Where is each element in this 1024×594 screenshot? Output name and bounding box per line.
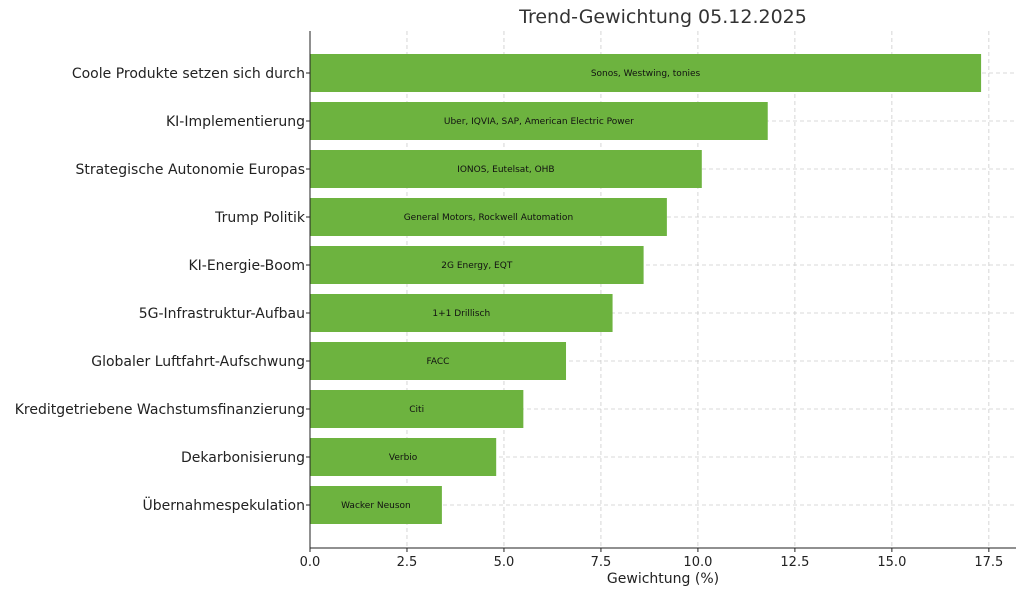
bar-1 — [310, 102, 768, 140]
category-label-9: Übernahmespekulation — [143, 496, 305, 514]
x-tick-label-4: 10.0 — [683, 555, 712, 570]
x-tick-label-1: 2.5 — [397, 555, 418, 570]
bar-4 — [310, 246, 644, 284]
bar-0 — [310, 54, 982, 92]
x-tick-label-2: 5.0 — [494, 555, 515, 570]
category-label-0: Coole Produkte setzen sich durch — [72, 66, 305, 82]
category-label-1: KI-Implementierung — [166, 114, 305, 130]
bar-label-9: Wacker Neuson — [341, 501, 411, 511]
bar-2 — [310, 150, 702, 188]
bar-label-5: 1+1 Drillisch — [432, 309, 490, 319]
bar-label-0: Sonos, Westwing, tonies — [591, 69, 701, 79]
chart-title: Trend-Gewichtung 05.12.2025 — [518, 6, 807, 28]
bar-6 — [310, 342, 567, 380]
x-tick-label-0: 0.0 — [300, 555, 321, 570]
x-tick-label-5: 12.5 — [780, 555, 809, 570]
category-label-4: KI-Energie-Boom — [188, 258, 305, 274]
axes: Coole Produkte setzen sich durch KI-Imple… — [15, 31, 1016, 570]
category-label-6: Globaler Luftfahrt-Aufschwung — [91, 354, 305, 370]
x-tick-label-6: 15.0 — [877, 555, 906, 570]
bar-5 — [310, 294, 613, 332]
bar-label-4: 2G Energy, EQT — [441, 261, 513, 271]
bar-label-7: Citi — [409, 405, 424, 415]
x-axis-title: Gewichtung (%) — [607, 571, 719, 587]
bar-label-8: Verbio — [389, 453, 418, 463]
bar-label-6: FACC — [427, 357, 450, 367]
bar-label-1: Uber, IQVIA, SAP, American Electric Powe… — [444, 117, 634, 127]
category-label-5: 5G-Infrastruktur-Aufbau — [139, 306, 305, 322]
bars: Sonos, Westwing, tonies Uber, IQVIA, SAP,… — [310, 54, 982, 524]
x-tick-label-3: 7.5 — [591, 555, 612, 570]
category-label-2: Strategische Autonomie Europas — [75, 162, 305, 178]
bar-3 — [310, 198, 667, 236]
category-label-8: Dekarbonisierung — [181, 450, 305, 466]
bar-label-3: General Motors, Rockwell Automation — [404, 213, 573, 223]
category-label-3: Trump Politik — [214, 210, 306, 226]
bar-8 — [310, 438, 497, 476]
category-label-7: Kreditgetriebene Wachstumsfinanzierung — [15, 402, 305, 418]
x-tick-label-7: 17.5 — [974, 555, 1003, 570]
bar-9 — [310, 486, 442, 524]
bar-7 — [310, 390, 524, 428]
bar-label-2: IONOS, Eutelsat, OHB — [457, 165, 554, 175]
